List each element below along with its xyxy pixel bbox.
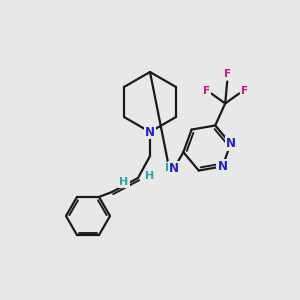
- Text: N: N: [218, 160, 227, 173]
- Text: F: F: [241, 86, 248, 96]
- Text: N: N: [169, 162, 179, 175]
- Text: H: H: [119, 177, 129, 187]
- Text: F: F: [224, 69, 231, 80]
- Text: N: N: [226, 137, 236, 150]
- Text: N: N: [145, 125, 155, 139]
- Text: H: H: [146, 171, 154, 181]
- Text: H: H: [165, 163, 174, 173]
- Text: F: F: [202, 86, 210, 96]
